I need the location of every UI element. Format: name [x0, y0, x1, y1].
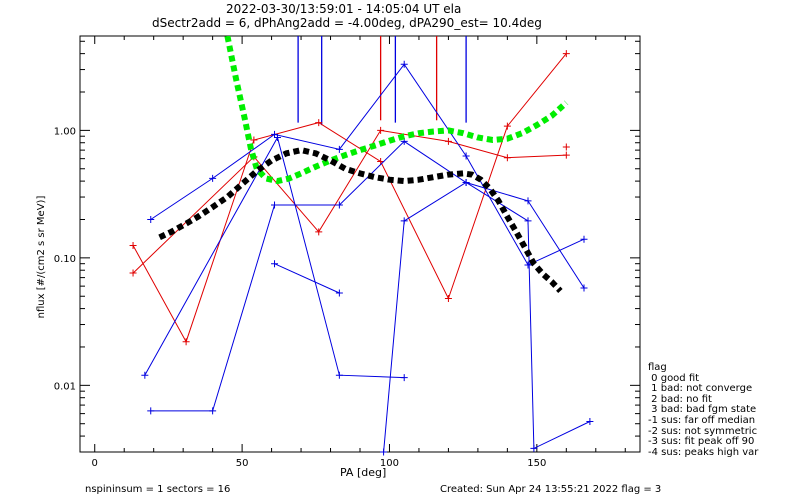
data-point-blue: [273, 133, 281, 141]
data-point-blue: [271, 260, 279, 268]
legend-item: 3 bad: bad fgm state: [648, 404, 757, 416]
x-axis-label: PA [deg]: [340, 466, 387, 479]
x-tick-label: 0: [92, 458, 98, 469]
x-tick-label: 50: [236, 458, 249, 469]
data-point-blue: [586, 418, 594, 426]
y-tick-label: 1.00: [54, 126, 76, 137]
data-point-red: [444, 137, 452, 145]
data-point-blue: [335, 145, 343, 153]
data-point-blue: [147, 215, 155, 223]
legend-item: 1 bad: not converge: [648, 383, 753, 395]
y-tick-label: 0.01: [54, 381, 76, 392]
fit-curve-black: [158, 147, 563, 294]
data-point-blue: [580, 284, 588, 292]
legend-item: -2 sus: not symmetric: [648, 425, 758, 437]
data-point-blue: [271, 130, 279, 138]
data-point-blue: [462, 179, 470, 187]
data-point-red: [315, 228, 323, 236]
data-point-red: [250, 136, 258, 144]
data-point-red: [129, 242, 137, 250]
data-point-blue: [147, 407, 155, 415]
data-point-blue: [524, 217, 532, 225]
y-axis-label: nflux [#/(cm2 s sr MeV)]: [36, 195, 47, 319]
data-point-red: [503, 154, 511, 162]
data-point-red: [503, 122, 511, 130]
series-line-blue: [274, 263, 340, 294]
data-point-blue: [380, 448, 388, 456]
data-point-blue: [335, 289, 343, 297]
data-point-blue: [580, 235, 588, 243]
data-point-blue: [530, 444, 538, 452]
legend-item: -1 sus: far off median: [648, 414, 756, 426]
legend-item: -3 sus: fit peak off 90: [648, 436, 755, 448]
data-point-blue: [462, 152, 470, 160]
data-point-blue: [400, 60, 408, 68]
data-point-red: [182, 338, 190, 346]
data-point-red: [377, 126, 385, 134]
data-point-red: [562, 143, 570, 151]
data-point-red: [444, 294, 452, 302]
legend-item: -4 sus: peaks high var: [648, 446, 759, 458]
data-point-red: [562, 50, 570, 58]
data-point-red: [315, 119, 323, 127]
data-point-blue: [209, 174, 217, 182]
legend: flag 0 good fit 1 bad: not converge 2 ba…: [648, 362, 759, 458]
legend-item: 0 good fit: [648, 372, 700, 384]
x-tick-label: 150: [527, 458, 546, 469]
y-tick-label: 0.10: [54, 254, 76, 265]
chart-title: 2022-03-30/13:59:01 - 14:05:04 UT ela: [226, 2, 462, 16]
data-point-blue: [400, 217, 408, 225]
data-point-blue: [524, 197, 532, 205]
data-point-blue: [209, 407, 217, 415]
data-point-blue: [271, 201, 279, 209]
series-line-blue: [144, 136, 405, 379]
legend-item: 2 bad: no fit: [648, 393, 712, 405]
series-line-blue: [150, 63, 585, 266]
data-point-blue: [335, 371, 343, 379]
data-point-blue: [400, 374, 408, 382]
series-line-blue: [383, 181, 591, 452]
data-point-blue: [524, 261, 532, 269]
chart-subtitle: dSectr2add = 6, dPhAng2add = -4.00deg, d…: [152, 16, 542, 30]
footer-created: Created: Sun Apr 24 13:55:21 2022 flag =…: [440, 484, 662, 495]
footer-settings: nspininsum = 1 sectors = 16: [85, 484, 231, 495]
legend-title: flag: [648, 362, 667, 373]
x-tick-label: 100: [380, 458, 399, 469]
data-point-red: [129, 269, 137, 277]
series-line-blue: [150, 140, 585, 412]
data-point-red: [562, 151, 570, 159]
data-point-blue: [141, 371, 149, 379]
series-line-red: [132, 53, 567, 343]
data-point-blue: [335, 201, 343, 209]
